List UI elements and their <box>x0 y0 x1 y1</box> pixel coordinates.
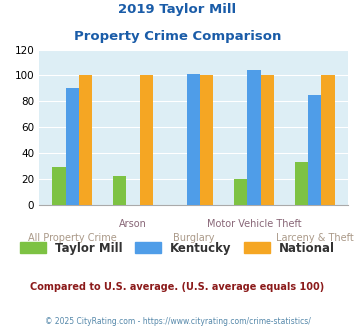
Bar <box>140 75 153 205</box>
Text: Compared to U.S. average. (U.S. average equals 100): Compared to U.S. average. (U.S. average … <box>31 282 324 292</box>
Bar <box>295 162 308 205</box>
Bar <box>53 167 66 205</box>
Bar <box>321 75 334 205</box>
Text: Burglary: Burglary <box>173 233 214 243</box>
Bar <box>247 70 261 205</box>
Text: 2019 Taylor Mill: 2019 Taylor Mill <box>119 3 236 16</box>
Bar <box>187 74 200 205</box>
Text: © 2025 CityRating.com - https://www.cityrating.com/crime-statistics/: © 2025 CityRating.com - https://www.city… <box>45 317 310 326</box>
Text: Property Crime Comparison: Property Crime Comparison <box>74 30 281 43</box>
Bar <box>234 179 247 205</box>
Bar <box>200 75 213 205</box>
Legend: Taylor Mill, Kentucky, National: Taylor Mill, Kentucky, National <box>15 237 340 259</box>
Text: Larceny & Theft: Larceny & Theft <box>276 233 354 243</box>
Bar <box>79 75 92 205</box>
Bar <box>308 95 321 205</box>
Bar <box>66 88 79 205</box>
Text: Arson: Arson <box>119 219 147 229</box>
Text: Motor Vehicle Theft: Motor Vehicle Theft <box>207 219 301 229</box>
Text: All Property Crime: All Property Crime <box>28 233 117 243</box>
Bar <box>113 176 126 205</box>
Bar <box>261 75 274 205</box>
